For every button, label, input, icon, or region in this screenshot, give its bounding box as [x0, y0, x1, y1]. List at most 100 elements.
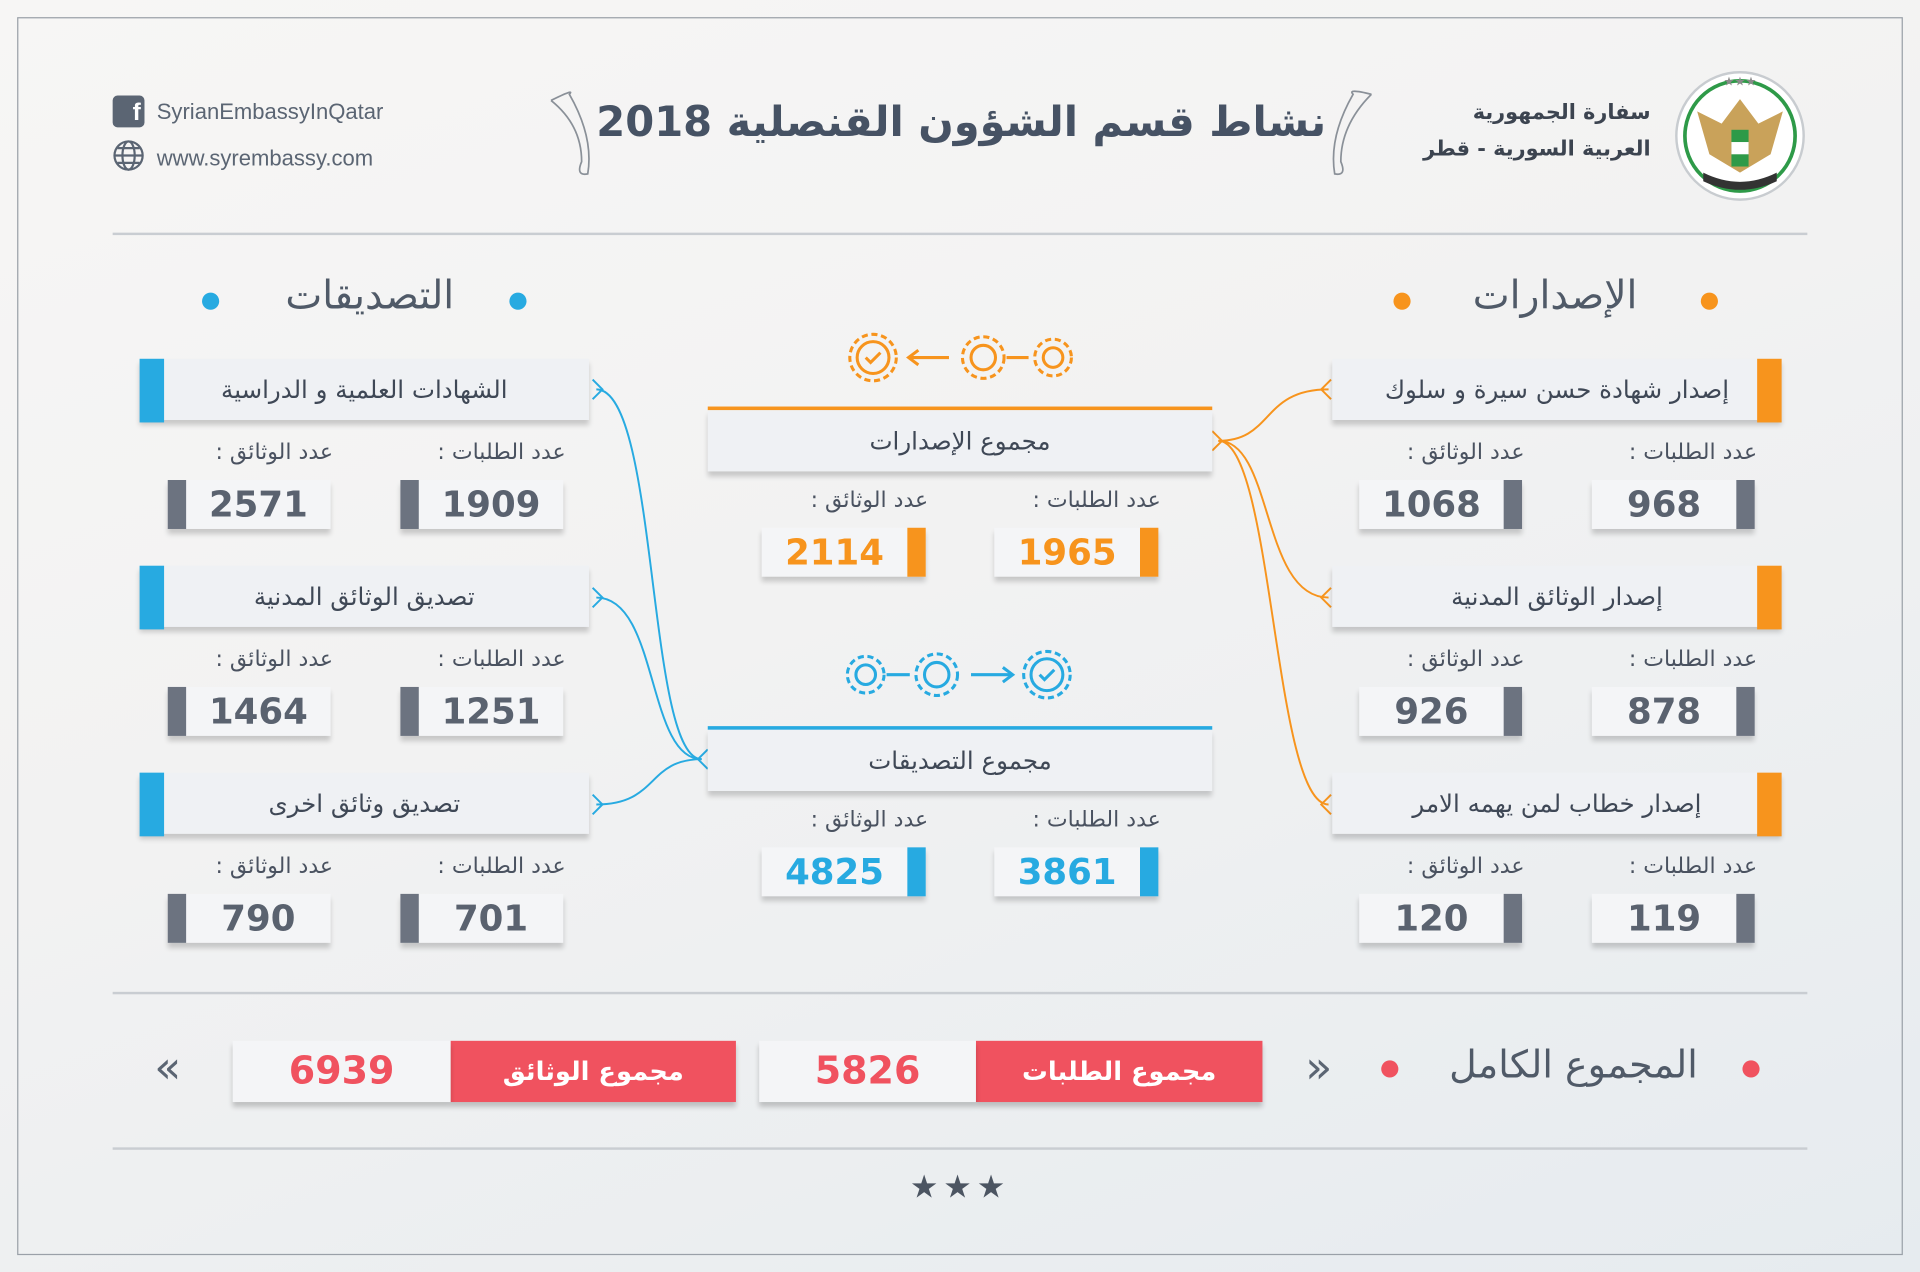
requests-count-value: 119: [1591, 893, 1755, 943]
globe-icon: [113, 140, 145, 178]
requests-count-label: عدد الطلبات :: [437, 646, 566, 673]
value-accent-strip: [167, 480, 187, 529]
documents-count-value: 120: [1359, 893, 1523, 943]
value-accent-strip: [400, 686, 419, 736]
issuances-card-title: إصدار شهادة حسن سيرة و سلوك: [1332, 358, 1782, 421]
blue-bullet: [202, 292, 220, 310]
attestations-total-documents-value: 4825: [761, 847, 926, 897]
issuances-card-accent-strip: [1757, 772, 1782, 837]
documents-count-label: عدد الوثائق :: [1406, 646, 1525, 673]
facebook-icon: f: [112, 95, 145, 128]
requests-count-value: 968: [1591, 480, 1755, 529]
documents-count-label: عدد الوثائق :: [215, 853, 334, 880]
left-bracket-ornament: [550, 91, 590, 176]
issuances-total-accent-line: [707, 406, 1213, 411]
facebook-handle: SyrianEmbassyInQatar: [156, 98, 384, 124]
issuances-total-requests-value: 1965: [994, 527, 1159, 577]
divider: [112, 232, 1808, 236]
website-link[interactable]: www.syrembassy.com: [113, 140, 373, 178]
attestations-total-requests-value: 3861: [994, 847, 1159, 897]
attestations-heading: التصديقات: [285, 271, 455, 319]
connector-line: [596, 758, 702, 806]
documents-count-label: عدد الوثائق :: [215, 646, 334, 673]
issuances-total-title: مجموع الإصدارات: [707, 410, 1213, 472]
documents-count-value: 1068: [1359, 480, 1523, 529]
requests-count-label: عدد الطلبات :: [1032, 806, 1161, 833]
value-accent-strip: [1736, 686, 1755, 736]
value-accent-strip: [1140, 527, 1159, 577]
documents-count-label: عدد الوثائق :: [1406, 439, 1525, 466]
value-accent-strip: [1503, 686, 1523, 736]
double-chevron-right-icon: »: [1305, 1043, 1333, 1094]
value-accent-strip: [167, 686, 187, 736]
value-accent-strip: [1140, 847, 1159, 897]
documents-count-label: عدد الوثائق :: [810, 487, 929, 514]
total-requests-label: مجموع الطلبات: [975, 1040, 1263, 1103]
documents-count-value: 2571: [167, 480, 331, 529]
requests-count-value: 878: [1591, 686, 1755, 736]
orange-bullet: [1700, 292, 1718, 310]
value-accent-strip: [167, 893, 187, 943]
value-accent-strip: [1736, 893, 1755, 943]
connector-line: [596, 596, 702, 761]
svg-text:★★★: ★★★: [1724, 75, 1757, 89]
connector-arrow: [591, 378, 709, 815]
value-accent-strip: [907, 847, 926, 897]
issuances-card-accent-strip: [1757, 565, 1782, 630]
issuances-heading: الإصدارات: [1472, 271, 1638, 319]
double-chevron-left-icon: «: [154, 1043, 182, 1094]
value-accent-strip: [400, 480, 419, 529]
connector-line: [1218, 439, 1329, 599]
total-requests-value: 5826: [759, 1040, 976, 1103]
embassy-logo-emblem: ★★★: [1675, 71, 1805, 201]
documents-count-label: عدد الوثائق :: [215, 439, 334, 466]
requests-count-value: 701: [400, 893, 564, 943]
documents-count-label: عدد الوثائق :: [1406, 853, 1525, 880]
requests-count-label: عدد الطلبات :: [437, 853, 566, 880]
red-bullet: [1742, 1060, 1760, 1078]
orange-gears-icon: [848, 332, 1073, 383]
facebook-link[interactable]: f SyrianEmbassyInQatar: [112, 95, 384, 128]
frame-border: [17, 17, 1903, 1256]
requests-count-label: عدد الطلبات :: [1032, 487, 1161, 514]
value-accent-strip: [907, 527, 926, 577]
attestations-card-accent-strip: [139, 772, 165, 837]
issuances-card-accent-strip: [1757, 358, 1782, 423]
connector-line: [1218, 388, 1329, 442]
blue-gears-icon: [845, 649, 1072, 700]
value-accent-strip: [400, 893, 419, 943]
embassy-name-line2: العربية السورية - قطر: [1423, 137, 1651, 162]
issuances-total-documents-value: 2114: [761, 527, 926, 577]
connector-arrow: [1211, 378, 1332, 815]
documents-count-value: 1464: [167, 686, 331, 736]
website-url: www.syrembassy.com: [156, 145, 374, 171]
attestations-total-title: مجموع التصديقات: [707, 729, 1213, 792]
divider: [112, 1147, 1808, 1150]
issuances-card-title: إصدار خطاب لمن يهمه الامر: [1332, 772, 1782, 834]
issuances-card-title: إصدار الوثائق المدنية: [1332, 565, 1782, 627]
requests-count-value: 1251: [400, 686, 564, 736]
requests-count-label: عدد الطلبات :: [1628, 439, 1758, 466]
red-bullet: [1381, 1060, 1399, 1078]
page-title: نشاط قسم الشؤون القنصلية 2018: [596, 97, 1327, 147]
documents-count-value: 926: [1359, 686, 1523, 736]
attestations-card-title: تصديق وثائق اخرى: [139, 772, 589, 834]
attestations-total-accent-line: [707, 726, 1213, 730]
grand-total-heading: المجموع الكامل: [1449, 1043, 1698, 1088]
attestations-card-accent-strip: [139, 358, 165, 423]
connector-line: [596, 388, 702, 761]
footer-stars-icon: ★★★: [909, 1169, 1011, 1207]
right-bracket-ornament: [1332, 90, 1373, 176]
value-accent-strip: [1503, 480, 1523, 529]
value-accent-strip: [1503, 893, 1523, 943]
requests-count-value: 1909: [400, 480, 564, 529]
total-documents-value: 6939: [232, 1040, 451, 1103]
documents-count-label: عدد الوثائق :: [810, 806, 929, 833]
requests-count-label: عدد الطلبات :: [1628, 646, 1758, 673]
total-documents-label: مجموع الوثائق: [450, 1040, 736, 1103]
divider: [112, 991, 1808, 995]
connector-line: [1218, 439, 1329, 806]
value-accent-strip: [1736, 480, 1755, 529]
